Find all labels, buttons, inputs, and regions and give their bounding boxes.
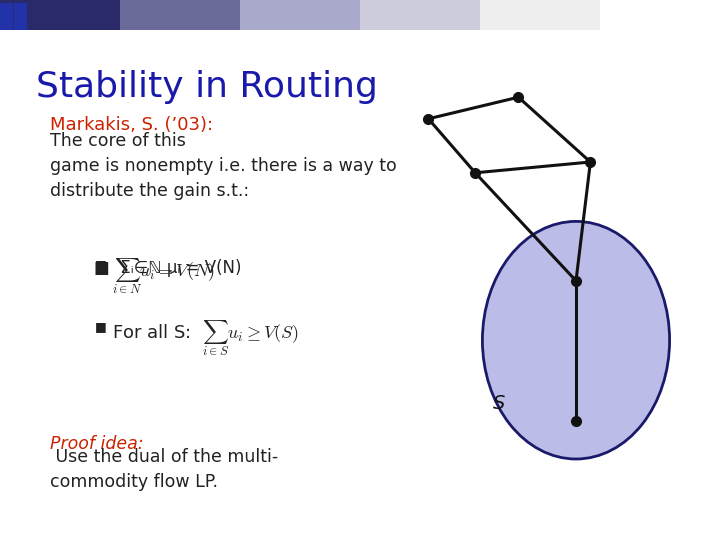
Ellipse shape <box>482 221 670 459</box>
Text: S: S <box>493 394 505 413</box>
FancyBboxPatch shape <box>0 3 13 16</box>
Text: The core of this
game is nonempty i.e. there is a way to
distribute the gain s.t: The core of this game is nonempty i.e. t… <box>50 132 397 200</box>
Text: Use the dual of the multi-
commodity flow LP.: Use the dual of the multi- commodity flo… <box>50 448 279 491</box>
FancyBboxPatch shape <box>360 0 480 30</box>
Text: ■  Σᵢ∈ℕ μᵢ = V(N): ■ Σᵢ∈ℕ μᵢ = V(N) <box>94 259 241 277</box>
FancyBboxPatch shape <box>600 0 720 30</box>
Text: $\blacksquare$: $\blacksquare$ <box>94 259 107 273</box>
FancyBboxPatch shape <box>240 0 360 30</box>
Text: $\blacksquare$: $\blacksquare$ <box>94 321 107 335</box>
FancyBboxPatch shape <box>14 16 27 30</box>
FancyBboxPatch shape <box>480 0 600 30</box>
Text: For all S:  $\sum_{i \in S} u_i \geq V(S)$: For all S: $\sum_{i \in S} u_i \geq V(S)… <box>112 319 299 359</box>
Text: Stability in Routing: Stability in Routing <box>36 70 378 104</box>
FancyBboxPatch shape <box>120 0 240 30</box>
FancyBboxPatch shape <box>0 0 120 30</box>
FancyBboxPatch shape <box>14 3 27 16</box>
Text: $\sum_{i \in N} u_i = V(N)$: $\sum_{i \in N} u_i = V(N)$ <box>112 256 215 296</box>
Text: Markakis, S. (’03):: Markakis, S. (’03): <box>50 116 220 134</box>
Text: Proof idea:: Proof idea: <box>50 435 144 453</box>
FancyBboxPatch shape <box>0 16 13 30</box>
